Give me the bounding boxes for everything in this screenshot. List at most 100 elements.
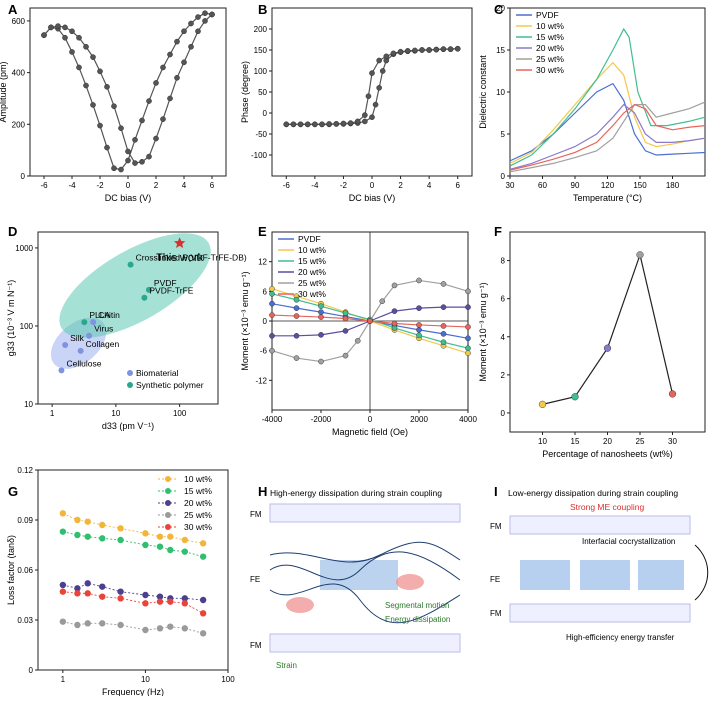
- legend-label-e: 15 wt%: [298, 256, 326, 266]
- x-tick-label-A: 0: [126, 181, 131, 190]
- loss-series-0-point: [117, 525, 124, 532]
- loss-series-0-point: [156, 533, 164, 540]
- legend-label-g: 25 wt%: [184, 510, 212, 520]
- legend-label-c: PVDF: [536, 10, 559, 20]
- loss-series-0-point: [199, 540, 207, 547]
- loss-series-2-line: [62, 582, 204, 601]
- phase-loop-1-point: [304, 121, 311, 128]
- plot-frame-D: [37, 231, 219, 405]
- moment-series-0-point: [440, 331, 447, 337]
- x-tick-label-B: 2: [398, 181, 403, 190]
- moment-series-3-point: [293, 333, 300, 339]
- y-tick-label-E: 0: [263, 317, 268, 326]
- moment-series-0-point: [416, 327, 422, 333]
- moment-series-5-point: [367, 318, 373, 324]
- loss-series-1-point: [199, 553, 207, 560]
- amplitude-loop-1-point: [181, 59, 187, 66]
- loss-series-0-point: [84, 518, 91, 525]
- panel-b-chart: -6 -4 -2 0 2 4 6 -100 -50 0 50 100 150 200 DC bias (V)…: [240, 7, 473, 203]
- amplitude-loop-0-point: [62, 34, 68, 41]
- x-tick-label-D: 10: [111, 409, 120, 418]
- amplitude-loop-1-point: [69, 28, 75, 35]
- panel-label-A: A: [8, 2, 18, 17]
- loss-series-0-line: [62, 512, 204, 544]
- y-tick-label-F: 8: [501, 257, 506, 266]
- x-axis-label-C: Temperature (°C): [573, 193, 642, 203]
- moment-trend-line: [542, 252, 674, 405]
- x-axis-label-E: Magnetic field (Oe): [332, 427, 408, 437]
- moment-series-2-point: [440, 339, 447, 346]
- amplitude-loop-1-point: [83, 43, 89, 50]
- crystal-block-i-1: [520, 560, 570, 590]
- amplitude-loop-1-point: [97, 68, 103, 75]
- x-tick-label-E: 2000: [410, 415, 428, 424]
- amplitude-loop-1-point: [132, 160, 138, 166]
- phase-loop-1-point: [433, 46, 440, 53]
- phase-loop-1-point: [365, 93, 372, 99]
- moment-series-5-point: [465, 324, 471, 330]
- moment-series-5-point: [391, 320, 398, 327]
- x-tick-label-A: 4: [182, 181, 187, 190]
- panel-e-chart: -4000 -2000 0 2000 4000 -12 -6 0 6 12 Magnetic fie…: [240, 231, 477, 437]
- dissipation-label-h: Energy dissipation: [385, 615, 450, 624]
- y-axis-label-D: g33 (10⁻³ V m N⁻¹): [6, 280, 16, 357]
- amplitude-loop-0-point: [104, 144, 110, 151]
- plot-frame-F: [509, 231, 706, 433]
- legend-label-g: 10 wt%: [184, 474, 212, 484]
- phase-loop-1-point: [412, 47, 418, 54]
- panel-c-chart: 30 60 90 120 150 180 0 5 10 15 20 Temperature (°C) D…: [478, 4, 706, 203]
- crystal-block-h: [320, 560, 398, 590]
- loss-series-3-point: [142, 626, 149, 634]
- dielectric-series-5-line: [509, 103, 706, 171]
- y-tick-label-E: 12: [258, 258, 267, 267]
- x-tick-label-F: 25: [636, 437, 645, 446]
- chain-h-3: [269, 541, 461, 563]
- phase-loop-1-point: [347, 120, 354, 126]
- schematic-h: High-energy dissipation during strain co…: [250, 488, 461, 670]
- phase-loop-1-point: [297, 121, 304, 128]
- fm-label-bottom-i: FM: [490, 609, 502, 618]
- y-axis-label-C: Dielectric constant: [478, 55, 488, 129]
- moment-series-3-point: [440, 304, 447, 310]
- moment-point: [668, 390, 677, 398]
- loss-series-0-point: [99, 521, 106, 529]
- phase-loop-0-line: [286, 48, 458, 125]
- phase-loop-1-point: [362, 112, 368, 118]
- amplitude-loop-0-point: [76, 64, 82, 71]
- phase-loop-0-point: [379, 68, 386, 74]
- panel-label-D: D: [8, 224, 17, 239]
- point-label-d: Crosslinked P(VDF-TrFE-DB): [136, 253, 247, 263]
- phase-loop-1-point: [390, 50, 397, 57]
- loss-series-1-point: [142, 541, 149, 549]
- moment-series-4-point: [465, 288, 471, 295]
- amplitude-loop-1-line: [43, 14, 213, 164]
- amplitude-loop-1-point: [174, 74, 180, 81]
- legend-label-g: 20 wt%: [184, 498, 212, 508]
- legend-label-e: 10 wt%: [298, 245, 326, 255]
- loss-series-2-point: [181, 595, 189, 602]
- amplitude-loop-1-point: [62, 24, 68, 31]
- x-tick-label-B: 0: [370, 181, 375, 190]
- loss-series-4-point: [181, 600, 189, 607]
- cocrystal-label-i: Interfacial cocrystallization: [582, 537, 675, 546]
- x-tick-label-B: 4: [427, 181, 432, 190]
- point-label-d: Virus: [94, 324, 113, 334]
- x-tick-label-B: -6: [283, 181, 291, 190]
- moment-series-0-point: [465, 335, 471, 342]
- x-tick-label-E: -4000: [262, 415, 283, 424]
- phase-loop-1-point: [447, 46, 454, 52]
- phase-loop-0-point: [362, 118, 368, 125]
- legend-marker-g: [165, 500, 171, 506]
- moment-series-5-point: [416, 322, 422, 328]
- loss-series-1-point: [167, 546, 174, 554]
- loss-series-1-point: [117, 536, 124, 544]
- loss-series-2-point: [142, 591, 149, 599]
- moment-series-5-point: [318, 314, 324, 320]
- amplitude-loop-1-point: [188, 43, 194, 50]
- dielectric-series-1-line: [509, 61, 706, 164]
- phase-loop-1-point: [404, 48, 411, 54]
- point-label-d: PLLA: [89, 310, 110, 320]
- panel-label-E: E: [258, 224, 267, 239]
- moment-series-2-point: [318, 303, 324, 309]
- x-tick-label-C: 120: [601, 181, 615, 190]
